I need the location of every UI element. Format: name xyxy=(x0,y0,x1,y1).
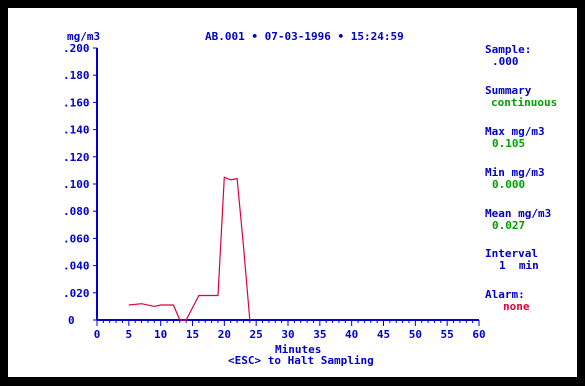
x-tick-label: 45 xyxy=(377,328,390,341)
y-tick-label: .180 xyxy=(63,69,90,82)
x-tick-label: 60 xyxy=(472,328,485,341)
x-tick-label: 30 xyxy=(281,328,294,341)
x-tick-label: 0 xyxy=(94,328,101,341)
x-tick-label: 15 xyxy=(186,328,199,341)
y-tick-label: .060 xyxy=(63,232,90,245)
alarm-label: Alarm: xyxy=(485,288,525,301)
x-tick-label: 5 xyxy=(126,328,133,341)
concentration-series-line xyxy=(128,176,251,321)
separator: • xyxy=(337,30,345,43)
interval-value: 1 min xyxy=(499,259,539,272)
y-tick-label: .160 xyxy=(63,96,90,109)
mean-value: 0.027 xyxy=(492,219,526,232)
summary-value: continuous xyxy=(491,96,558,109)
y-tick-label: .040 xyxy=(63,260,90,273)
x-tick-label: 35 xyxy=(313,328,326,341)
x-tick-label: 10 xyxy=(154,328,167,341)
sample-label: Sample: xyxy=(485,43,532,56)
y-tick-label: .080 xyxy=(63,205,90,218)
min-label: Min mg/m3 xyxy=(485,166,545,179)
sample-value: .000 xyxy=(492,55,519,68)
y-tick-label: .100 xyxy=(63,178,90,191)
x-tick-label: 40 xyxy=(345,328,358,341)
x-tick-label: 55 xyxy=(441,328,454,341)
min-value: 0.000 xyxy=(492,178,526,191)
separator: • xyxy=(251,30,258,43)
mean-label: Mean mg/m3 xyxy=(485,207,552,220)
y-unit-label: mg/m3 xyxy=(67,30,101,43)
x-tick-label: 25 xyxy=(250,328,263,341)
x-tick-label: 20 xyxy=(218,328,231,341)
y-tick-label: 0 xyxy=(68,314,75,327)
x-tick-label: 50 xyxy=(409,328,422,341)
sample-time: 15:24:59 xyxy=(350,30,404,43)
alarm-value: none xyxy=(503,300,530,313)
interval-label: Interval xyxy=(485,247,538,260)
header-line: AB.001 • 07-03-1996 • 15:24:59 xyxy=(205,31,404,43)
halt-hint[interactable]: <ESC> to Halt Sampling xyxy=(228,354,374,367)
sample-date: 07-03-1996 xyxy=(264,30,331,43)
max-label: Max mg/m3 xyxy=(485,125,545,138)
x-axis-label: Minutes xyxy=(275,343,322,356)
y-tick-label: .140 xyxy=(63,124,90,137)
concentration-chart: 0 5 10 15 20 25 30 35 40 45 50 55 60 0 .020 .040 .060 .08… xyxy=(63,42,486,341)
sampling-screen: 0 5 10 15 20 25 30 35 40 45 50 55 60 0 .020 .040 .060 .08… xyxy=(8,8,577,377)
y-tick-label: .120 xyxy=(63,151,90,164)
y-tick-label: .200 xyxy=(63,42,90,55)
max-value: 0.105 xyxy=(492,137,526,150)
y-tick-label: .020 xyxy=(63,287,90,300)
sample-id: AB.001 xyxy=(205,30,245,43)
summary-label: Summary xyxy=(485,84,532,97)
